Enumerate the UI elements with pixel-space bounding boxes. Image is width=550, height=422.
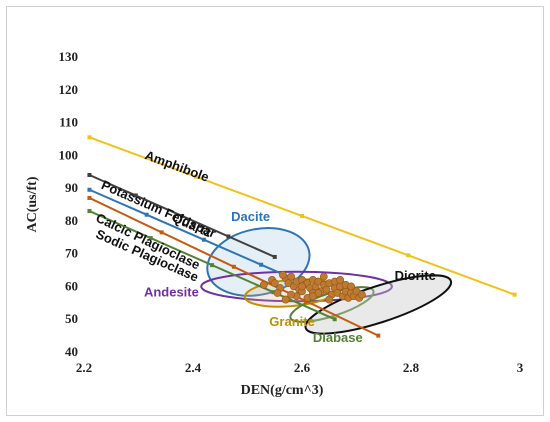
line-marker <box>159 230 164 235</box>
line-marker <box>332 317 337 322</box>
y-tick-label: 130 <box>59 49 79 64</box>
y-tick-label: 90 <box>65 180 78 195</box>
line-marker <box>376 333 381 338</box>
data-point <box>358 290 366 299</box>
y-tick-label: 80 <box>65 213 78 228</box>
data-point <box>281 295 290 304</box>
axes: 40 50 60 70 80 90 100 110 120 130 2.2 2.4 2.6 2.8 3 DEN… <box>25 49 524 398</box>
mineral-label-quartz: Quartz <box>170 210 214 240</box>
region-label-diorite: Diorite <box>395 268 436 283</box>
region-label-dacite: Dacite <box>231 209 270 224</box>
line-marker <box>259 262 264 267</box>
line-marker <box>272 254 277 259</box>
y-axis-title: AC(us/ft) <box>25 176 40 232</box>
data-point <box>319 272 328 281</box>
line-marker <box>87 209 92 214</box>
y-tick-label: 50 <box>65 311 78 326</box>
mineral-label-amphibole: Amphibole <box>143 147 211 184</box>
line-marker <box>193 174 198 179</box>
line-marker <box>271 290 276 295</box>
chart-frame <box>6 6 544 416</box>
x-tick-label: 2.6 <box>294 360 311 375</box>
data-point <box>298 282 306 291</box>
x-tick-label: 2.8 <box>403 360 420 375</box>
line-marker <box>133 193 138 198</box>
x-tick-label: 2.4 <box>185 360 202 375</box>
data-point <box>287 290 295 299</box>
region-andesite <box>200 270 393 303</box>
y-tick-label: 100 <box>59 147 79 162</box>
line-marker <box>512 292 517 297</box>
data-point <box>287 272 295 281</box>
region-label-granite: Granite <box>269 314 315 329</box>
line-marker <box>87 187 92 192</box>
data-point <box>322 285 331 294</box>
data-point <box>347 282 355 291</box>
line-marker <box>87 173 92 177</box>
line-marker <box>226 234 231 239</box>
y-tick-label: 60 <box>65 278 78 293</box>
line-marker <box>144 212 149 217</box>
y-tick-label: 40 <box>65 344 78 359</box>
line-marker <box>201 237 206 242</box>
line-marker <box>406 253 411 258</box>
line-marker <box>231 264 236 269</box>
line-marker <box>210 263 215 268</box>
line-marker <box>300 213 304 218</box>
data-points <box>259 271 366 304</box>
line-marker <box>87 195 92 200</box>
x-tick-label: 3 <box>517 360 524 375</box>
x-axis-title: DEN(g/cm^3) <box>241 383 324 398</box>
y-tick-label: 110 <box>59 115 78 130</box>
data-point <box>325 295 334 304</box>
data-point <box>259 280 268 289</box>
line-marker <box>87 135 92 140</box>
y-tick-label: 70 <box>65 246 78 261</box>
data-point <box>273 289 282 297</box>
region-label-diabase: Diabase <box>313 330 363 345</box>
data-point <box>308 292 317 301</box>
line-marker <box>180 213 185 218</box>
data-point <box>270 279 279 288</box>
line-marker <box>148 236 153 241</box>
data-point <box>279 271 287 279</box>
region-label-andesite: Andesite <box>144 284 199 299</box>
data-point <box>336 275 345 284</box>
y-tick-label: 120 <box>59 82 79 97</box>
x-tick-label: 2.2 <box>76 360 92 375</box>
